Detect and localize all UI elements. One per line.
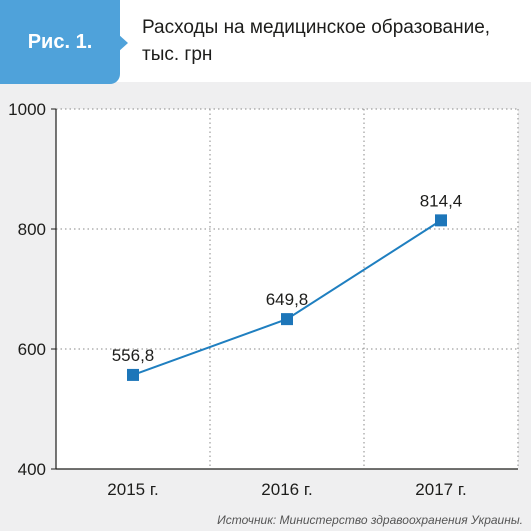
data-label: 556,8 [112, 346, 155, 365]
y-tick-label: 1000 [8, 100, 46, 119]
figure-title: Расходы на медицинское образование, тыс.… [142, 17, 491, 65]
figure-label: Рис. 1. [0, 0, 120, 84]
data-label: 814,4 [420, 191, 463, 210]
source-note: Источник: Министерство здравоохранения У… [217, 513, 523, 527]
line-chart: 400 600 800 1000 2015 г. 2016 г. 2017 г. 556,8 6… [8, 100, 519, 499]
y-tick-label: 400 [18, 460, 46, 479]
plot-area [56, 109, 518, 469]
y-tick-label: 600 [18, 340, 46, 359]
x-tick-label: 2017 г. [415, 480, 466, 499]
data-point [435, 214, 447, 227]
data-point [281, 313, 293, 326]
figure-label-text: Рис. 1. [27, 30, 93, 53]
data-point [127, 368, 139, 381]
figure-label-arrow-icon [118, 34, 128, 52]
y-tick-label: 800 [18, 220, 46, 239]
x-tick-label: 2015 г. [107, 480, 158, 499]
x-tick-label: 2016 г. [261, 480, 312, 499]
data-label: 649,8 [266, 290, 309, 309]
